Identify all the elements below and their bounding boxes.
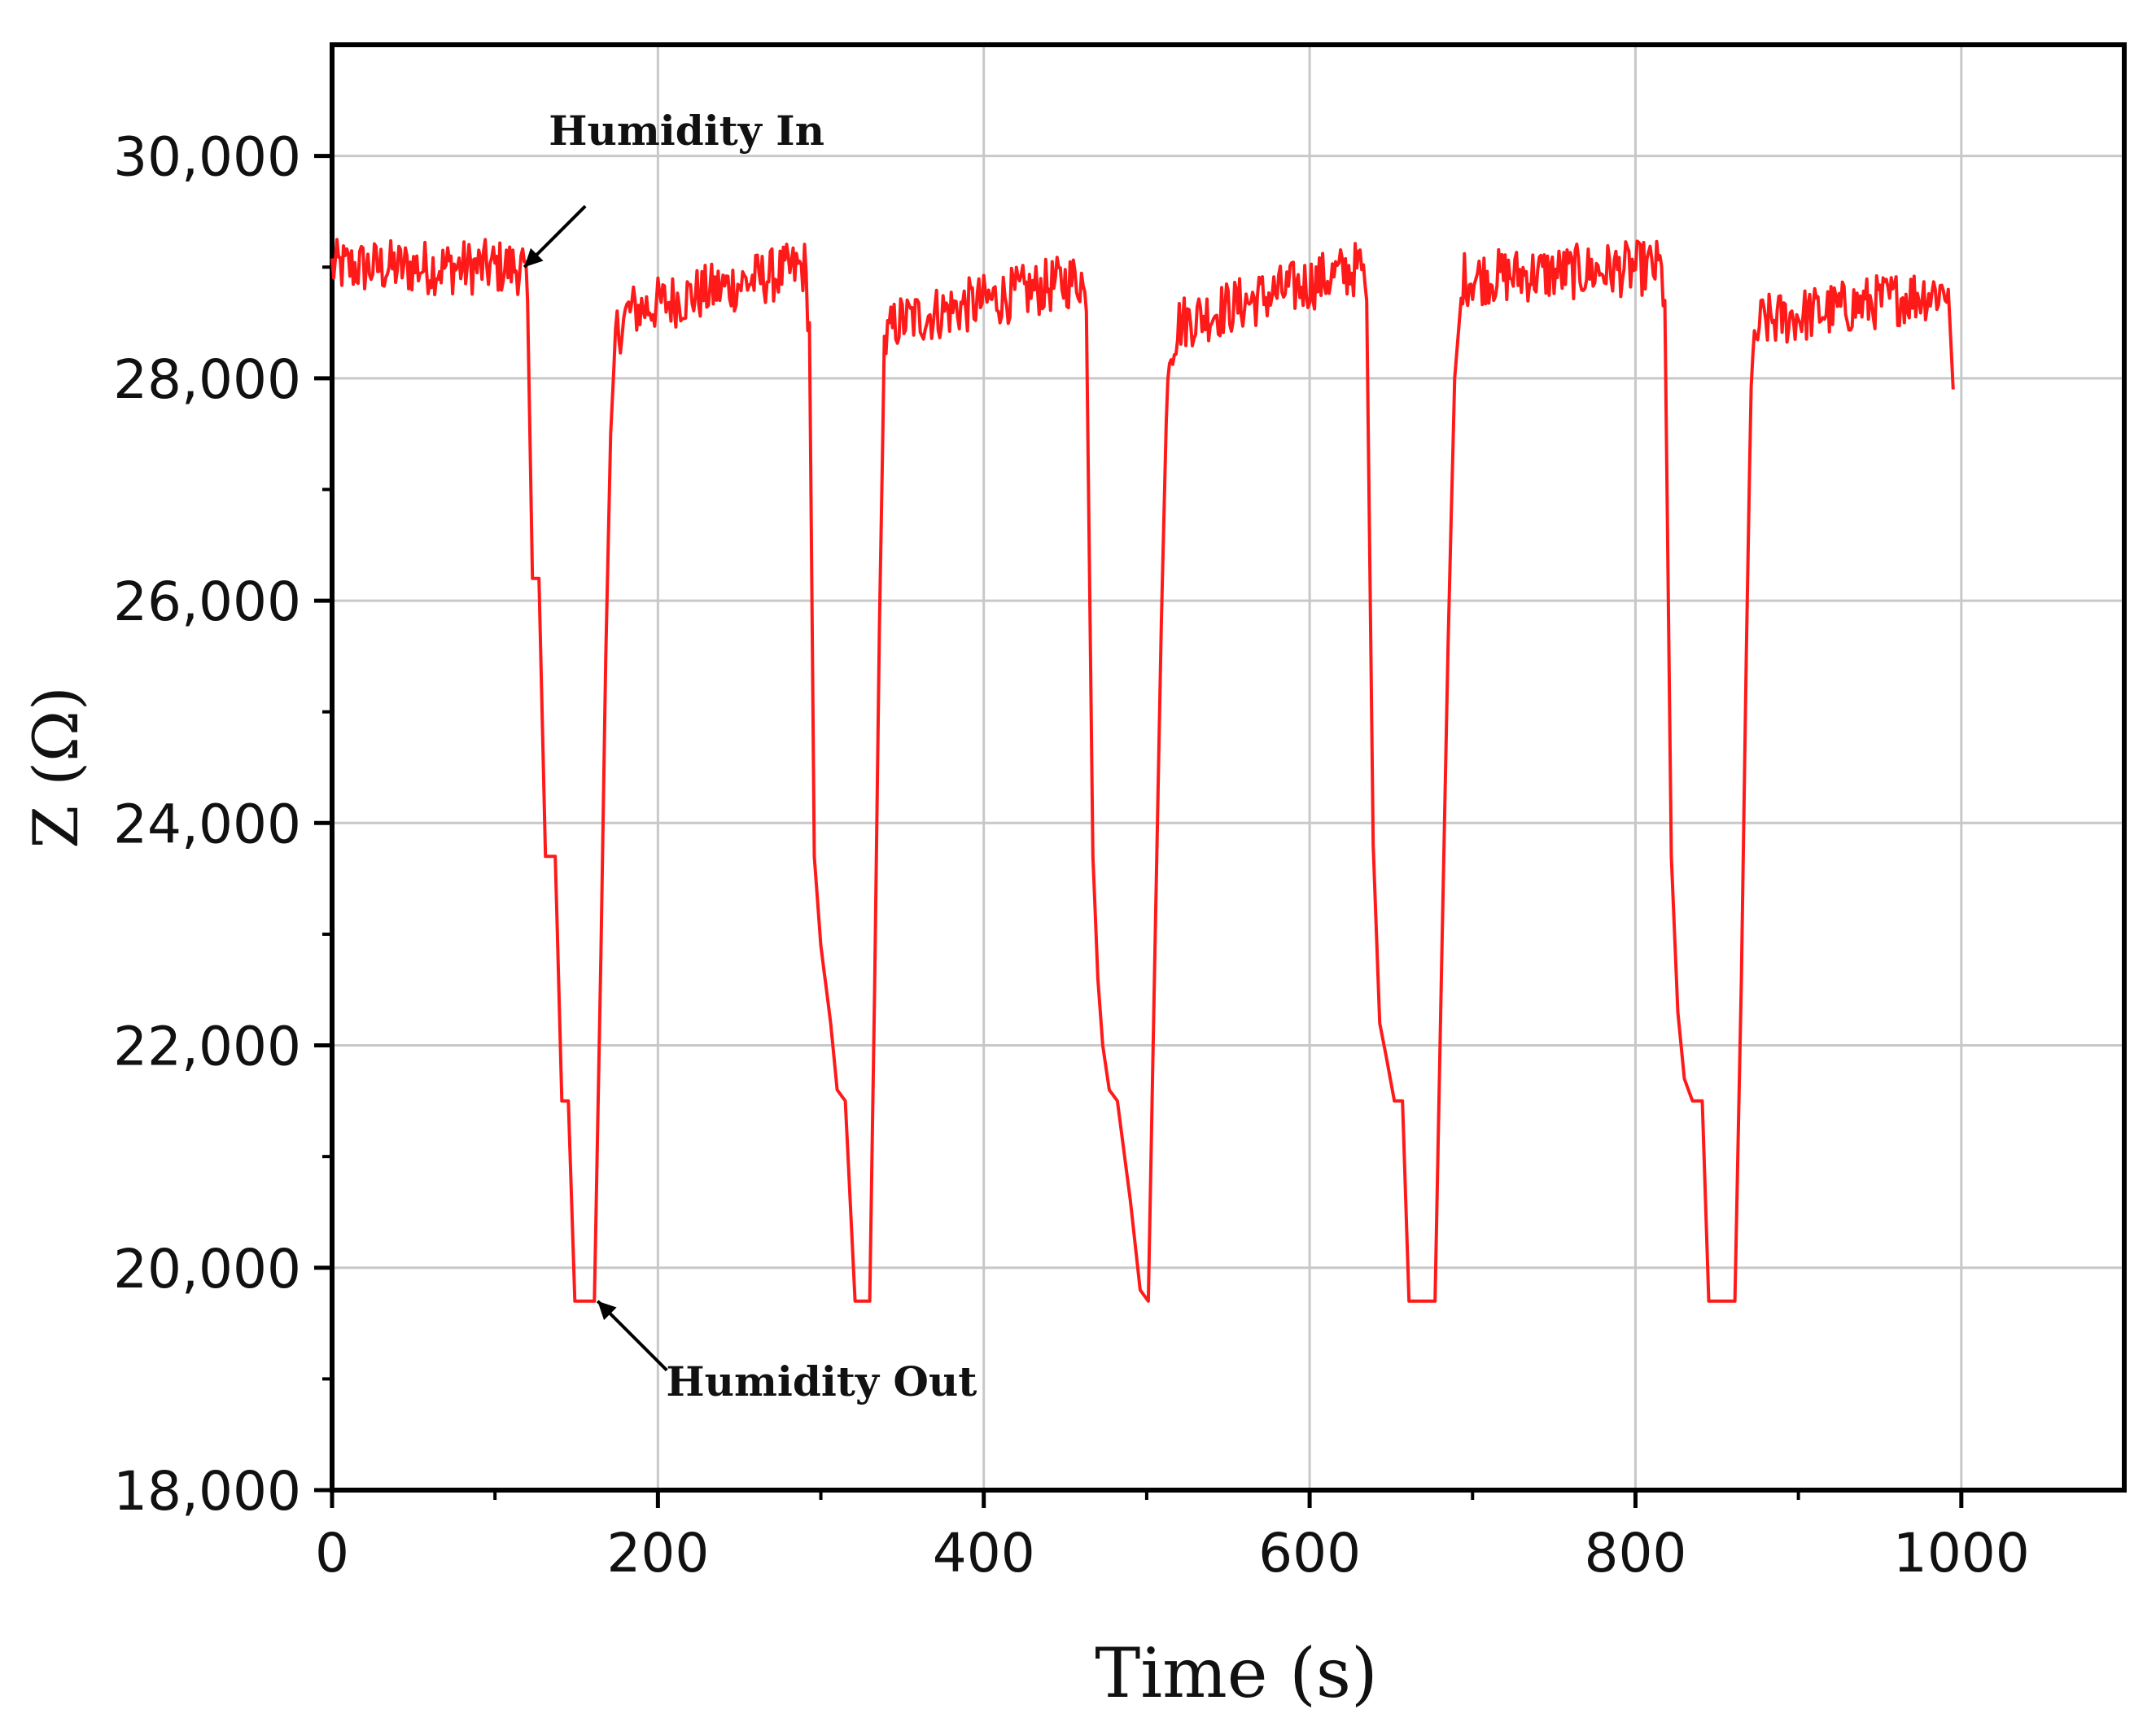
x-tick-label: 200 xyxy=(606,1522,709,1585)
series-layer xyxy=(330,238,1955,1303)
x-tick-label: 1000 xyxy=(1893,1522,2030,1585)
y-tick-label: 28,000 xyxy=(113,348,301,411)
axis-ticks xyxy=(314,154,1964,1508)
x-tick-label: 400 xyxy=(933,1522,1035,1585)
annotation-label: Humidity In xyxy=(549,107,824,155)
annotation-arrow-head xyxy=(597,1300,617,1321)
tick-labels: 0 200 400 600 800 1000 18,000 20,000 22,000 24,00… xyxy=(113,126,2030,1585)
y-tick-label: 24,000 xyxy=(113,793,301,855)
x-tick-label: 600 xyxy=(1258,1522,1361,1585)
y-tick-label: 26,000 xyxy=(113,570,301,633)
annotation-label: Humidity Out xyxy=(666,1357,977,1405)
annotation-arrow-head xyxy=(524,247,544,268)
y-tick-label: 30,000 xyxy=(113,126,301,189)
plot-frame xyxy=(330,42,2127,1493)
annotations: Humidity In Humidity Out xyxy=(523,107,977,1405)
y-tick-label: 20,000 xyxy=(113,1238,301,1300)
y-tick-label: 18,000 xyxy=(113,1460,301,1523)
x-axis-title: Time (s) xyxy=(1095,1633,1378,1713)
x-tick-label: 0 xyxy=(315,1522,349,1585)
x-tick-label: 800 xyxy=(1584,1522,1686,1585)
grid-lines xyxy=(332,45,2124,1490)
y-tick-label: 22,000 xyxy=(113,1016,301,1078)
y-axis-title: Z (Ω) xyxy=(20,686,92,848)
impedance-series-line xyxy=(330,238,1955,1303)
